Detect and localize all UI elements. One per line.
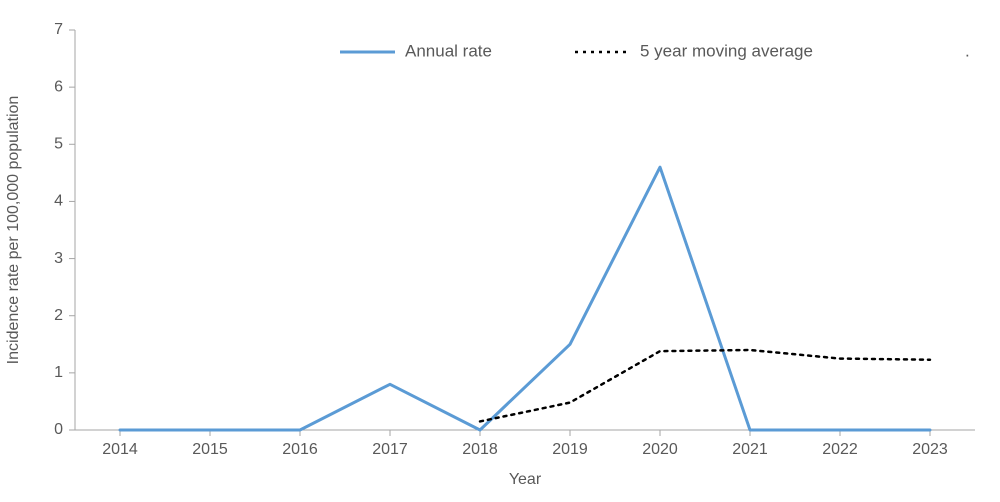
svg-text:2014: 2014 xyxy=(102,441,138,458)
svg-text:2018: 2018 xyxy=(462,441,498,458)
svg-text:6: 6 xyxy=(54,78,63,95)
svg-text:5 year moving average: 5 year moving average xyxy=(640,41,813,60)
incidence-line-chart: 0 1 2 3 4 5 6 7 2014 2015 2016 2017 2018 2019 2020 2021… xyxy=(0,0,1000,502)
chart-svg: 0 1 2 3 4 5 6 7 2014 2015 2016 2017 2018 2019 2020 2021… xyxy=(0,0,1000,502)
svg-text:5: 5 xyxy=(54,136,63,153)
svg-text:4: 4 xyxy=(54,193,63,210)
svg-text:2019: 2019 xyxy=(552,441,588,458)
svg-text:3: 3 xyxy=(54,250,63,267)
svg-text:7: 7 xyxy=(54,21,63,38)
svg-text:Year: Year xyxy=(509,471,542,488)
svg-text:.: . xyxy=(965,41,970,60)
svg-text:2023: 2023 xyxy=(912,441,948,458)
svg-text:2017: 2017 xyxy=(372,441,408,458)
svg-text:0: 0 xyxy=(54,421,63,438)
svg-text:2022: 2022 xyxy=(822,441,858,458)
svg-text:1: 1 xyxy=(54,364,63,381)
svg-text:2016: 2016 xyxy=(282,441,318,458)
svg-text:Incidence rate per 100,000 pop: Incidence rate per 100,000 population xyxy=(5,96,22,365)
svg-text:2020: 2020 xyxy=(642,441,678,458)
svg-text:Annual rate: Annual rate xyxy=(405,41,492,60)
svg-text:2015: 2015 xyxy=(192,441,228,458)
svg-text:2: 2 xyxy=(54,307,63,324)
svg-text:2021: 2021 xyxy=(732,441,768,458)
